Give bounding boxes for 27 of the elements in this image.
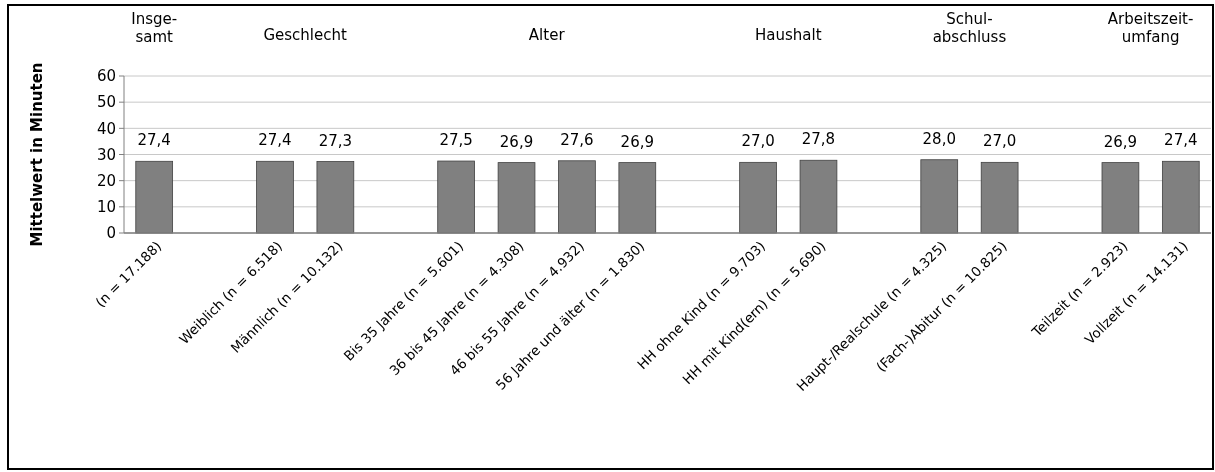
data-label: 27,4 xyxy=(1164,131,1198,150)
text: Haushalt xyxy=(755,26,822,44)
data-label: 26,9 xyxy=(1103,132,1138,151)
data-label: 27,5 xyxy=(439,131,473,150)
data-label: 27,0 xyxy=(741,132,775,151)
data-label: 28,0 xyxy=(922,129,956,148)
data-label: 27,0 xyxy=(982,132,1017,151)
data-label: 27,4 xyxy=(258,131,292,150)
y-tick-label: 20 xyxy=(96,171,116,190)
y-tick-label: 30 xyxy=(96,145,116,164)
data-label: 27,3 xyxy=(318,131,353,150)
text: Arbeitszeit- umfang xyxy=(1107,10,1194,46)
data-label: 27,4 xyxy=(137,131,171,150)
y-tick-label: 60 xyxy=(96,67,116,86)
y-tick-label: 40 xyxy=(96,119,116,138)
y-tick-label: 10 xyxy=(96,198,116,217)
text: Alter xyxy=(528,26,566,44)
data-label: 27,6 xyxy=(560,130,594,149)
data-label: 26,9 xyxy=(499,132,534,151)
text: Insge- samt xyxy=(131,10,178,46)
text: Geschlecht xyxy=(263,26,348,44)
data-label: 26,9 xyxy=(620,132,655,151)
data-label: 27,8 xyxy=(801,130,836,149)
y-tick-label: 0 xyxy=(106,224,116,243)
text: Schul- abschluss xyxy=(932,10,1007,46)
y-axis-title: Mittelwert in Minuten xyxy=(28,62,46,247)
y-tick-label: 50 xyxy=(96,93,116,112)
